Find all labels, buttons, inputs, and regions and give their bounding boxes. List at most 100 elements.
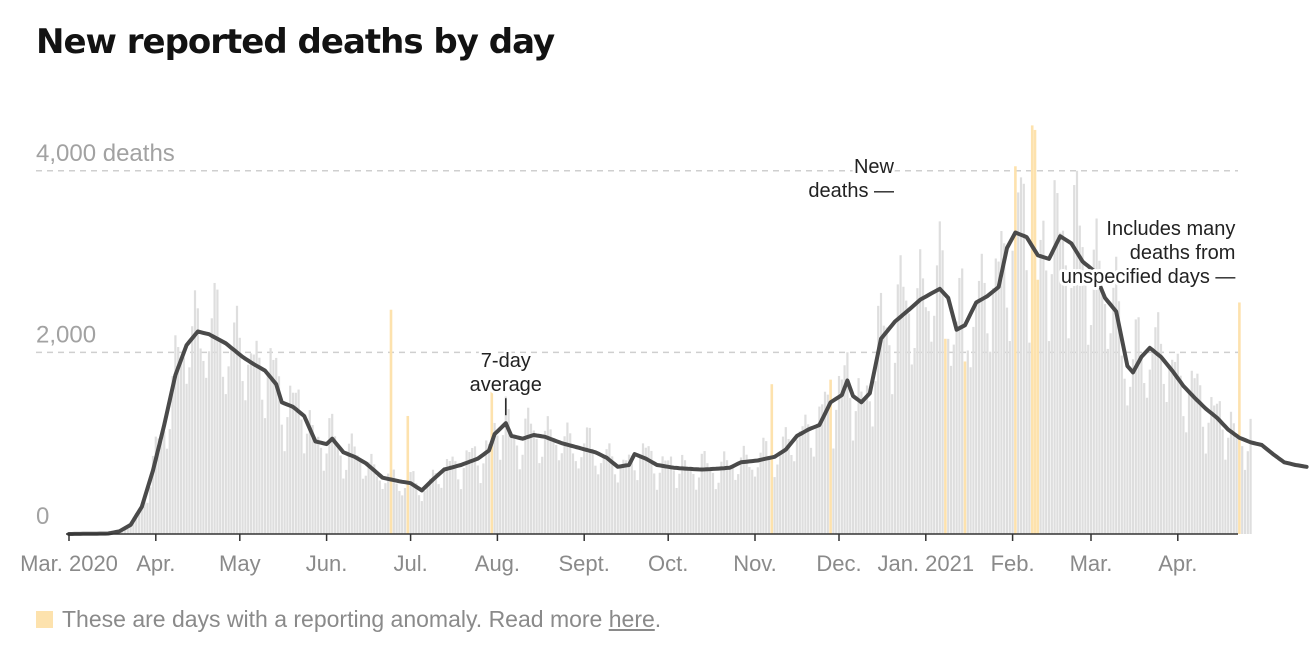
daily-bar	[336, 444, 339, 534]
daily-bar	[977, 280, 981, 534]
daily-bar	[781, 436, 785, 534]
daily-bar	[795, 439, 799, 534]
daily-bar	[1123, 378, 1126, 534]
daily-bar	[980, 253, 983, 534]
daily-bar	[1249, 418, 1252, 534]
daily-bar	[1106, 348, 1109, 534]
daily-bar	[434, 473, 437, 534]
daily-bar	[541, 456, 544, 534]
daily-bar	[451, 456, 454, 534]
daily-bar	[179, 357, 183, 534]
daily-bar	[574, 461, 577, 534]
daily-bar	[703, 451, 706, 534]
daily-bar	[429, 478, 432, 534]
daily-bar	[664, 460, 667, 534]
daily-bar	[742, 445, 745, 534]
daily-bar	[902, 286, 905, 534]
daily-bar	[409, 472, 412, 534]
daily-bar	[417, 495, 421, 534]
daily-bar	[975, 304, 978, 534]
daily-bar	[863, 397, 866, 534]
y-axis-labels: 0 2,000 4,000 deaths	[36, 140, 175, 530]
daily-bar	[507, 409, 510, 534]
daily-bar	[616, 482, 619, 534]
anomaly-bar	[1036, 279, 1040, 534]
daily-bar	[916, 288, 919, 534]
daily-bar	[303, 453, 306, 534]
daily-bar	[935, 265, 939, 534]
daily-bar	[496, 435, 499, 534]
x-tick-label: Nov.	[733, 551, 777, 576]
daily-bar	[641, 443, 645, 534]
daily-bar	[1115, 256, 1118, 534]
daily-bar	[1179, 375, 1182, 534]
x-tick-label: Oct.	[648, 551, 688, 576]
daily-bar	[851, 440, 855, 534]
daily-bar	[283, 451, 286, 534]
daily-bar	[1185, 432, 1188, 534]
daily-bar	[1243, 469, 1247, 534]
daily-bar	[1246, 451, 1249, 534]
daily-bar	[737, 474, 740, 534]
x-tick-label: Feb.	[991, 551, 1035, 576]
daily-bar	[759, 452, 762, 534]
daily-bar	[577, 468, 580, 534]
x-tick-label: Jul.	[393, 551, 427, 576]
anomaly-swatch	[36, 611, 53, 628]
daily-bar	[1092, 249, 1095, 534]
daily-bar	[403, 488, 407, 534]
daily-bar	[1201, 426, 1205, 534]
daily-bar	[373, 464, 376, 534]
daily-bar	[1221, 429, 1224, 534]
daily-bar	[1067, 338, 1070, 534]
daily-bar	[378, 480, 381, 534]
daily-bar	[588, 427, 591, 534]
daily-bar	[1000, 231, 1003, 534]
daily-bar	[367, 462, 370, 534]
daily-bar	[535, 438, 538, 534]
daily-bar	[210, 318, 213, 534]
daily-bar	[1073, 185, 1076, 534]
daily-bar	[227, 366, 230, 534]
anomaly-bar	[944, 338, 947, 534]
daily-bar	[1017, 192, 1020, 534]
daily-bar	[1109, 333, 1112, 534]
daily-bar	[854, 411, 857, 534]
daily-bar	[801, 426, 804, 534]
daily-bar	[745, 454, 748, 534]
daily-bar	[1056, 193, 1059, 534]
daily-bar	[625, 460, 628, 534]
daily-bar	[941, 250, 944, 534]
daily-bar	[599, 463, 603, 534]
daily-bar	[342, 478, 345, 534]
daily-bar	[672, 470, 675, 534]
daily-bar	[891, 394, 894, 534]
daily-bar	[1008, 341, 1011, 534]
daily-bar	[986, 333, 989, 534]
daily-bar	[1143, 383, 1146, 534]
daily-bar	[401, 495, 404, 534]
anomaly-bar	[1238, 302, 1241, 534]
daily-bar	[756, 467, 759, 534]
daily-bar	[753, 476, 757, 534]
daily-bar	[473, 446, 477, 534]
daily-bar	[865, 385, 869, 534]
daily-bar	[1087, 344, 1090, 534]
daily-bar	[566, 422, 569, 534]
daily-bar	[734, 479, 737, 534]
daily-bar	[1207, 422, 1210, 534]
daily-bar	[221, 376, 225, 534]
daily-bar	[947, 338, 950, 534]
daily-bar	[910, 364, 913, 534]
daily-bar	[1218, 401, 1221, 534]
daily-bar	[994, 258, 997, 534]
daily-bar	[1173, 361, 1177, 534]
daily-bar	[647, 446, 650, 534]
anomaly-bar	[829, 379, 832, 534]
read-more-link[interactable]: here	[608, 606, 655, 632]
daily-bar	[1159, 343, 1163, 534]
daily-bar	[683, 460, 687, 534]
daily-bar	[205, 377, 208, 534]
daily-bar	[821, 404, 824, 534]
